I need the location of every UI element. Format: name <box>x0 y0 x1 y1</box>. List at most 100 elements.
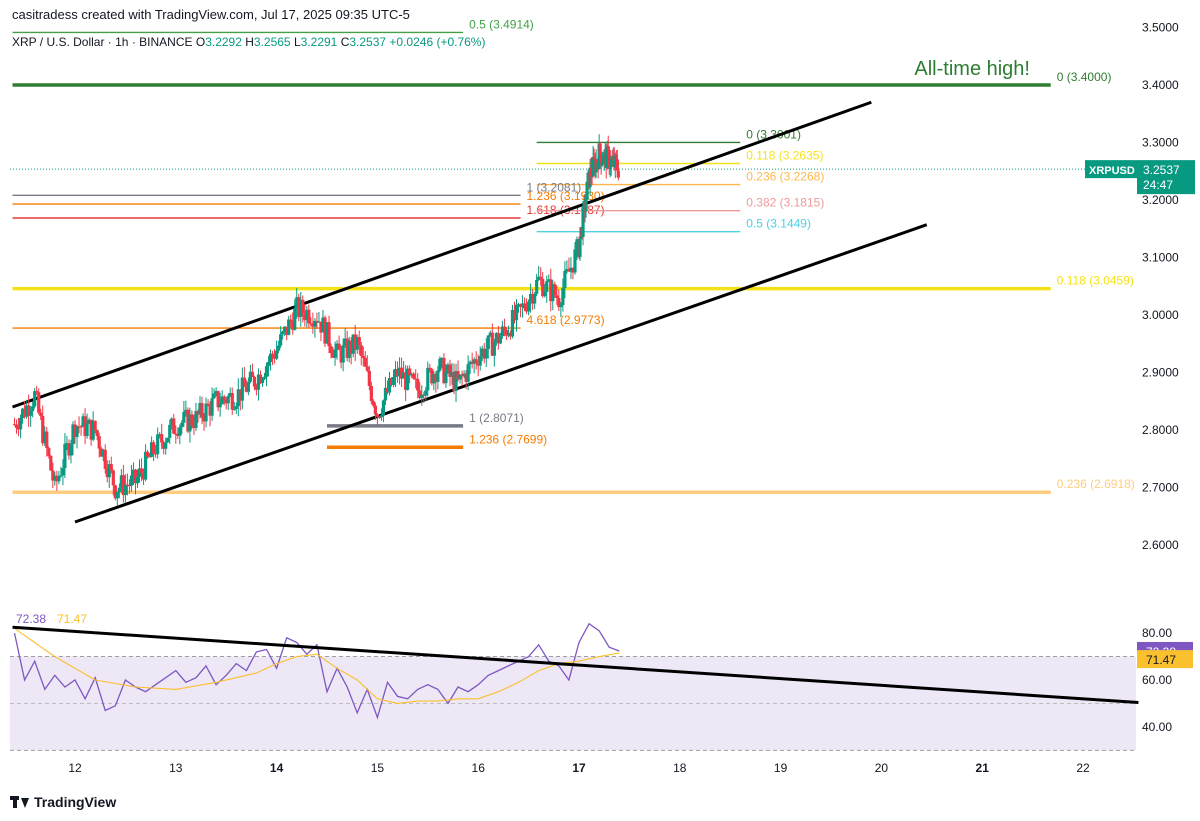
candle-body <box>414 378 418 380</box>
candle-body <box>125 484 130 486</box>
candle-body <box>129 475 134 486</box>
candle-body <box>277 345 281 351</box>
candle-body <box>426 367 430 391</box>
candle-body <box>51 470 55 481</box>
candle-body <box>592 156 596 160</box>
candle-body <box>160 434 164 443</box>
candle-body <box>281 331 285 335</box>
candle-body <box>77 426 81 428</box>
candle-body <box>514 304 519 321</box>
candle-body <box>444 371 448 384</box>
candle-body <box>311 323 315 327</box>
candle-body <box>363 357 367 367</box>
candle-body <box>162 442 166 449</box>
candle-body <box>145 451 150 457</box>
candle-body <box>18 417 23 430</box>
candle-body <box>150 442 154 457</box>
candle-body <box>608 166 612 169</box>
candle-body <box>598 143 602 156</box>
level-label: 0.5 (3.1449) <box>746 217 811 231</box>
candle-body <box>258 374 263 384</box>
candle-body <box>494 333 498 343</box>
candle-body <box>452 372 456 391</box>
level-label: 0.236 (3.2268) <box>746 170 824 184</box>
level-label: 0 (3.4000) <box>1057 70 1112 84</box>
candle-body <box>605 146 609 169</box>
candle-body <box>436 370 440 382</box>
candle-body <box>272 356 277 359</box>
candle-body <box>551 284 555 302</box>
candle-body <box>351 334 355 354</box>
candle-body <box>373 405 377 415</box>
candle-body <box>594 159 598 173</box>
candle-body <box>496 333 500 344</box>
candle-body <box>39 412 43 417</box>
ohlc-close: C3.2537 <box>340 35 387 49</box>
ohlc-low: L3.2291 <box>293 35 338 49</box>
time-tick-label: 16 <box>472 761 486 775</box>
candle-body <box>154 453 158 455</box>
candle-body <box>609 158 613 167</box>
candle-body <box>412 373 416 379</box>
candle-body <box>581 206 585 238</box>
candle-body <box>178 427 182 436</box>
candle-body <box>37 392 41 413</box>
candle-body <box>105 468 109 478</box>
candle-body <box>385 387 390 393</box>
rsi-tick-label: 60.00 <box>1142 673 1172 687</box>
candle-body <box>470 361 474 364</box>
candle-body <box>614 154 618 160</box>
candle-body <box>371 401 375 406</box>
candle-body <box>143 451 148 480</box>
candle-body <box>204 403 208 422</box>
candle-body <box>152 442 156 454</box>
candle-body <box>147 456 152 458</box>
candle-body <box>591 156 595 177</box>
ohlc-open: O3.2292 <box>195 35 242 49</box>
time-axis: 12 13 14 15 16 17 18 19 20 21 22 <box>68 761 1090 775</box>
candle-body <box>545 281 549 292</box>
candle-body <box>575 239 579 250</box>
candle-body <box>533 293 537 304</box>
candle-body <box>297 297 301 317</box>
candle-body <box>109 464 113 471</box>
candle-body <box>506 332 511 336</box>
candle-body <box>508 332 513 337</box>
candle-body <box>428 367 432 370</box>
symbol-info-bar[interactable]: XRP / U.S. Dollar · 1h · BINANCE O3.2292… <box>12 35 485 49</box>
candle-body <box>101 449 105 457</box>
candle-body <box>69 444 73 456</box>
candle-body <box>602 152 606 162</box>
time-tick-label: 17 <box>572 761 586 775</box>
candle-body <box>518 304 523 308</box>
candle-body <box>289 319 293 322</box>
candle-body <box>236 389 240 407</box>
candle-body <box>55 475 59 482</box>
candle-body <box>601 161 605 163</box>
candle-body <box>438 358 442 371</box>
candle-body <box>93 420 97 431</box>
candle-body <box>212 393 216 399</box>
candle-body <box>65 443 69 445</box>
candle-body <box>387 377 392 393</box>
chart-credit: casitradess created with TradingView.com… <box>12 7 410 22</box>
candle-body <box>559 305 563 308</box>
ohlc-change: +0.0246 (+0.76%) <box>389 35 486 49</box>
candle-body <box>355 337 359 350</box>
candle-body <box>607 149 611 169</box>
candle-body <box>422 394 426 396</box>
price-levels: 0.618 (3.5887)0.5 (3.4914)0 (3.4000)All-… <box>12 17 1135 494</box>
rsi-ma-tag <box>1137 650 1193 669</box>
candle-body <box>184 409 188 412</box>
candle-body <box>164 442 168 449</box>
candle-body <box>347 340 351 358</box>
tradingview-logo[interactable]: TradingView <box>10 794 116 810</box>
candle-body <box>73 424 77 438</box>
candle-body <box>535 279 539 294</box>
symbol-name: XRP / U.S. Dollar · 1h · BINANCE <box>12 35 193 49</box>
candle-body <box>486 335 490 350</box>
candle-body <box>166 437 170 443</box>
price-tick-label: 3.4000 <box>1142 78 1179 92</box>
price-tick-label: 2.7000 <box>1142 481 1179 495</box>
